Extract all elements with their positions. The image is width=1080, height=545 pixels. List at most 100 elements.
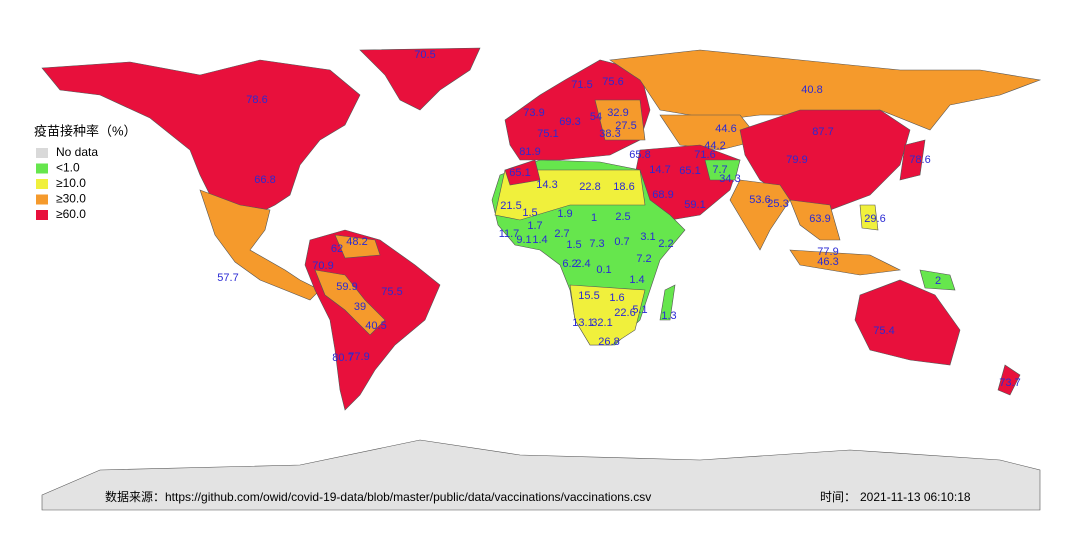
timestamp: 2021-11-13 06:10:18 — [860, 490, 971, 504]
country-value: 0.7 — [614, 236, 629, 248]
country-value: 6.2 — [562, 258, 577, 270]
country-value: 44.2 — [704, 140, 725, 152]
country-value: 78.6 — [246, 94, 267, 106]
country-value: 78.6 — [909, 154, 930, 166]
china — [739, 109, 911, 211]
new-zealand — [997, 364, 1021, 396]
country-value: 7.2 — [636, 253, 651, 265]
country-value: 44.6 — [715, 123, 736, 135]
country-value: 2.2 — [658, 238, 673, 250]
country-value: 77.9 — [817, 246, 838, 258]
country-value: 53.6 — [749, 194, 770, 206]
country-value: 1.7 — [527, 220, 542, 232]
country-value: 80.7 — [332, 352, 353, 364]
venezuela — [334, 234, 381, 259]
eastern-europe — [594, 99, 646, 141]
country-value: 1.9 — [557, 208, 572, 220]
country-value: 7.7 — [712, 164, 727, 176]
country-value: 21.5 — [500, 200, 521, 212]
country-value: 75.6 — [602, 76, 623, 88]
country-value: 7.3 — [589, 238, 604, 250]
country-value: 14.3 — [536, 179, 557, 191]
north-africa — [494, 169, 646, 221]
legend: 疫苗接种率（%） No data <1.0≥10.0 ≥30.0≥60.0 — [34, 123, 137, 221]
country-value: 59.1 — [684, 199, 705, 211]
data-source: 数据来源：https://github.com/owid/covid-19-da… — [105, 489, 651, 504]
value-labels: 70.5 78.6 66.8 57.7 40.8 44.6 87.7 79.9 78.6 73.9… — [217, 49, 1020, 389]
legend-label: No data — [56, 145, 98, 159]
country-value: 59.9 — [336, 281, 357, 293]
country-value: 65.1 — [509, 167, 530, 179]
indonesia — [789, 249, 902, 276]
australia — [854, 279, 961, 366]
country-value: 69.3 — [559, 116, 580, 128]
land — [41, 47, 1042, 511]
country-value: 40.5 — [365, 320, 386, 332]
country-value: 75.5 — [381, 286, 402, 298]
country-value: 1.3 — [661, 310, 676, 322]
central-asia — [659, 114, 761, 151]
country-value: 1.5 — [522, 207, 537, 219]
legend-label: ≥60.0 — [56, 207, 86, 221]
country-value: 65.8 — [629, 149, 650, 161]
country-value: 75.1 — [537, 128, 558, 140]
country-value: 40.8 — [801, 84, 822, 96]
country-value: 9.1 — [516, 234, 531, 246]
country-value: 71.6 — [694, 149, 715, 161]
country-value: 11.7 — [499, 228, 520, 240]
country-value: 2.7 — [554, 228, 569, 240]
central-america — [199, 189, 321, 301]
country-value: 77.9 — [348, 351, 369, 363]
country-value: 87.7 — [812, 126, 833, 138]
country-value: 5.1 — [632, 304, 647, 316]
country-value: 18.6 — [613, 181, 634, 193]
madagascar — [659, 284, 676, 321]
country-value: 2.5 — [615, 211, 630, 223]
philippines — [859, 204, 879, 231]
country-value: 1 — [591, 212, 597, 224]
legend-label: ≥10.0 — [56, 176, 86, 190]
country-value: 68.9 — [652, 189, 673, 201]
country-value: 22.8 — [579, 181, 600, 193]
country-value: 32.9 — [607, 107, 628, 119]
greenland — [359, 47, 481, 111]
north-america — [41, 59, 361, 216]
country-value: 70.9 — [312, 260, 333, 272]
country-value: 46.3 — [817, 256, 838, 268]
country-value: 62 — [331, 243, 343, 255]
legend-swatch — [36, 148, 48, 158]
country-value: 65.1 — [679, 165, 700, 177]
country-value: 27.5 — [615, 120, 636, 132]
country-value: 1.6 — [609, 292, 624, 304]
country-value: 48.2 — [346, 236, 367, 248]
country-value: 1.4 — [629, 274, 644, 286]
country-value: 57.7 — [217, 272, 238, 284]
country-value: 79.9 — [786, 154, 807, 166]
legend-swatch — [36, 194, 48, 205]
country-value: 2 — [935, 275, 941, 287]
country-value: 54 — [590, 111, 602, 123]
morocco — [504, 159, 541, 186]
india — [729, 179, 791, 251]
legend-label: <1.0 — [56, 161, 80, 175]
country-value: 14.7 — [649, 164, 670, 176]
time-label: 时间： — [820, 490, 856, 504]
country-value: 38.3 — [599, 128, 620, 140]
legend-title: 疫苗接种率（%） — [34, 123, 137, 138]
japan — [899, 139, 926, 181]
country-value: 63.9 — [809, 213, 830, 225]
afghanistan — [704, 159, 741, 181]
legend-swatch — [36, 179, 48, 189]
legend-swatch — [36, 210, 48, 220]
southeast-asia — [789, 199, 841, 241]
country-value: 13.1 — [572, 317, 593, 329]
country-value: 75.4 — [873, 325, 894, 337]
country-value: 22.6 — [614, 307, 635, 319]
country-value: 1.5 — [566, 239, 581, 251]
country-value: 29.6 — [864, 213, 885, 225]
antarctica — [41, 439, 1041, 511]
country-value: 73.7 — [999, 377, 1020, 389]
country-value: 39 — [354, 301, 366, 313]
andes — [314, 269, 386, 336]
